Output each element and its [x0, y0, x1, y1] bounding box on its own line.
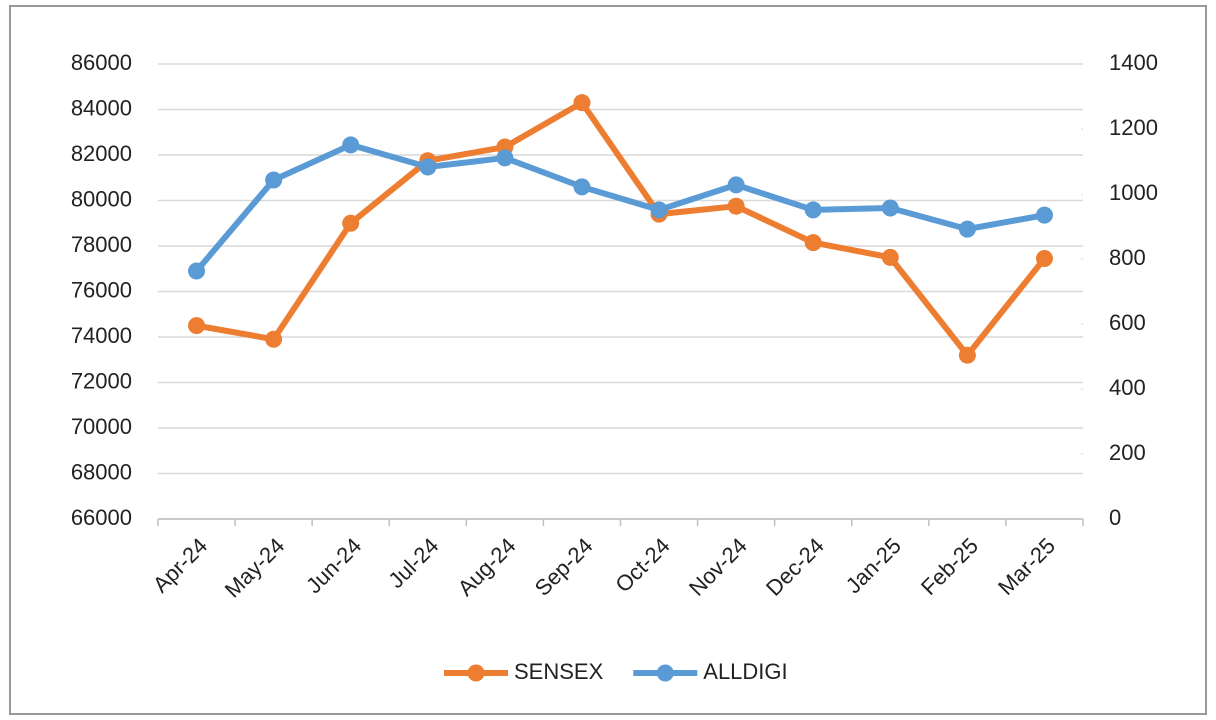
y2-tick-label: 0	[1109, 505, 1121, 530]
series-point	[573, 178, 591, 196]
y-tick-label: 74000	[71, 323, 132, 348]
y-tick-label: 86000	[71, 50, 132, 75]
series-point	[265, 330, 283, 348]
y-tick-label: 82000	[71, 141, 132, 166]
series-point	[342, 214, 360, 232]
y2-tick-label: 1400	[1109, 50, 1158, 75]
y-tick-label: 68000	[71, 459, 132, 484]
legend-label: ALLDIGI	[703, 659, 787, 684]
series-point	[804, 201, 822, 219]
series-point	[1035, 206, 1053, 224]
legend-swatch-marker	[467, 664, 485, 682]
series-point	[419, 158, 437, 176]
series-point	[188, 317, 206, 335]
series-point	[342, 136, 360, 154]
series-point	[958, 346, 976, 364]
y-tick-label: 78000	[71, 232, 132, 257]
series-point	[1035, 250, 1053, 268]
series-point	[881, 248, 899, 266]
y-tick-label: 84000	[71, 95, 132, 120]
y-tick-label: 70000	[71, 414, 132, 439]
legend-label: SENSEX	[514, 659, 604, 684]
y2-tick-label: 600	[1109, 310, 1146, 335]
y2-tick-label: 1200	[1109, 115, 1158, 140]
series-line	[196, 99, 1047, 359]
y2-tick-label: 1000	[1109, 180, 1158, 205]
series-point	[881, 199, 899, 217]
y2-tick-label: 400	[1109, 375, 1146, 400]
series-point	[496, 149, 514, 167]
y2-tick-label: 200	[1109, 440, 1146, 465]
y-tick-label: 66000	[71, 505, 132, 530]
y-tick-label: 76000	[71, 277, 132, 302]
series-point	[650, 201, 668, 219]
series-point	[573, 94, 591, 112]
series-point	[958, 220, 976, 238]
series-point	[727, 176, 745, 194]
series-point	[804, 234, 822, 252]
chart-frame	[9, 5, 1207, 715]
series-line	[194, 141, 1045, 273]
series-point	[727, 197, 745, 215]
y-tick-label: 80000	[71, 186, 132, 211]
series-point	[188, 262, 206, 280]
series-point	[265, 171, 283, 189]
y-tick-label: 72000	[71, 368, 132, 393]
legend-swatch-marker	[656, 664, 674, 682]
y2-tick-label: 800	[1109, 245, 1146, 270]
